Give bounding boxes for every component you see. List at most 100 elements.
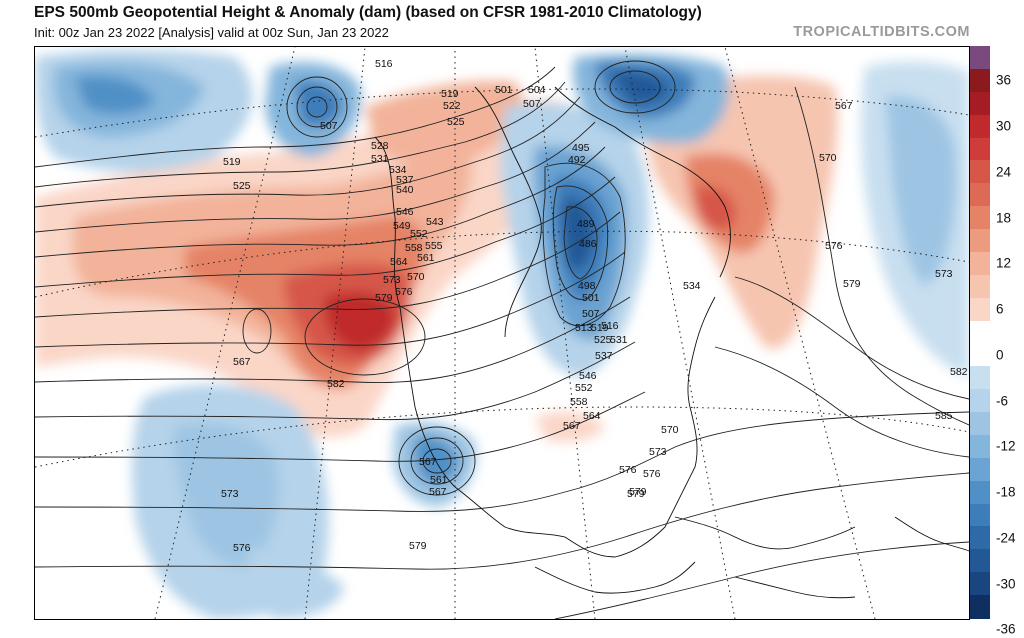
colorbar-tick-label: 12 xyxy=(996,255,1012,271)
contour-label: 525 xyxy=(233,180,251,192)
colorbar-segment xyxy=(970,480,990,505)
colorbar-segment xyxy=(970,251,990,276)
contour-label: 525 xyxy=(594,334,612,346)
colorbar-segment xyxy=(970,297,990,322)
contour-label: 486 xyxy=(579,238,597,250)
contour-label: 555 xyxy=(425,240,443,252)
contour-label: 534 xyxy=(389,164,407,176)
colorbar-tick-label: 6 xyxy=(996,301,1004,317)
contour-label: 576 xyxy=(619,464,637,476)
contour-label: 549 xyxy=(393,220,411,232)
contour-label: 495 xyxy=(572,142,590,154)
colorbar-segment xyxy=(970,526,990,550)
contour-label: 507 xyxy=(582,308,600,320)
colorbar-segment xyxy=(970,91,990,116)
contour-label: 567 xyxy=(835,100,853,112)
map-title: EPS 500mb Geopotential Height & Anomaly … xyxy=(34,4,702,21)
colorbar-segment xyxy=(970,206,990,230)
contour-label: 519 xyxy=(441,88,459,100)
contour-label: 561 xyxy=(417,252,435,264)
colorbar-segment xyxy=(970,595,990,619)
colorbar-tick-label: -24 xyxy=(996,530,1016,546)
contour-label: 546 xyxy=(396,206,414,218)
colorbar-segment xyxy=(970,366,990,390)
height-contours xyxy=(35,60,969,619)
contour-label: 576 xyxy=(233,542,251,554)
anomaly-shading xyxy=(35,49,969,619)
contour-label: 492 xyxy=(568,154,586,166)
colorbar-segment xyxy=(970,503,990,528)
header: EPS 500mb Geopotential Height & Anomaly … xyxy=(0,0,1024,46)
colorbar-tick-label: 30 xyxy=(996,118,1012,134)
contour-label: 507 xyxy=(523,98,541,110)
contour-label: 489 xyxy=(577,218,595,230)
colorbar-tick-label: -18 xyxy=(996,484,1016,500)
contour-label: 576 xyxy=(643,468,661,480)
contour-label: 567 xyxy=(429,486,447,498)
contour-label: 573 xyxy=(221,488,239,500)
contour-label: 552 xyxy=(410,228,428,240)
contour-label: 570 xyxy=(407,271,425,283)
contour-label: 504 xyxy=(528,84,546,96)
colorbar-segment xyxy=(970,114,990,139)
contour-label: 522 xyxy=(443,100,461,112)
contour-label: 519 xyxy=(591,322,609,334)
contour-label: 534 xyxy=(683,280,701,292)
map-subtitle: Init: 00z Jan 23 2022 [Analysis] valid a… xyxy=(34,25,389,40)
contour-label: 579 xyxy=(843,278,861,290)
brand-watermark: TROPICALTIDBITS.COM xyxy=(793,24,970,40)
contour-label: 531 xyxy=(371,153,389,165)
contour-label: 543 xyxy=(426,216,444,228)
contour-labels: 516 519 522 525 501 504 507 507 519 525 … xyxy=(221,58,968,554)
colorbar-segment xyxy=(970,183,990,207)
contour-label: 564 xyxy=(583,410,601,422)
contour-label: 573 xyxy=(383,274,401,286)
contour-label: 576 xyxy=(825,240,843,252)
colorbar-segment xyxy=(970,320,990,345)
contour-label: 552 xyxy=(575,382,593,394)
colorbar-segment xyxy=(970,343,990,367)
contour-label: 513 xyxy=(575,322,593,334)
contour-label: 537 xyxy=(595,350,613,362)
colorbar-tick-label: -12 xyxy=(996,438,1016,454)
contour-label: 579 xyxy=(409,540,427,552)
coastlines xyxy=(374,86,969,599)
contour-label: 579 xyxy=(629,486,647,498)
contour-label: 570 xyxy=(661,424,679,436)
height-anomaly-map: 516 519 522 525 501 504 507 507 519 525 … xyxy=(34,46,970,620)
colorbar-segment xyxy=(970,389,990,413)
contour-label: 567 xyxy=(419,456,437,468)
contour-label: 579 xyxy=(627,488,645,500)
contour-label: 540 xyxy=(396,184,414,196)
contour-label: 501 xyxy=(495,84,513,96)
contour-label: 516 xyxy=(601,320,619,332)
contour-label: 564 xyxy=(390,256,408,268)
colorbar-segment xyxy=(970,457,990,482)
colorbar-segment xyxy=(970,68,990,93)
contour-label: 531 xyxy=(610,334,628,346)
colorbar-tick-label: -30 xyxy=(996,576,1016,592)
contour-label: 573 xyxy=(649,446,667,458)
contour-label: 573 xyxy=(935,268,953,280)
contour-label: 567 xyxy=(233,356,251,368)
map-canvas: 516 519 522 525 501 504 507 507 519 525 … xyxy=(35,47,969,619)
contour-label: 546 xyxy=(579,370,597,382)
colorbar-tick-label: -6 xyxy=(996,393,1009,409)
colorbar-segment xyxy=(970,46,990,70)
contour-label: 576 xyxy=(395,286,413,298)
colorbar-tick-label: -36 xyxy=(996,621,1016,637)
contour-label: 516 xyxy=(375,58,393,70)
contour-label: 525 xyxy=(447,116,465,128)
contour-label: 582 xyxy=(950,366,968,378)
colorbar-tick-label: 24 xyxy=(996,164,1012,180)
contour-label: 570 xyxy=(819,152,837,164)
colorbar-segment xyxy=(970,412,990,436)
colorbar-segment xyxy=(970,549,990,573)
colorbar-tick-label: 18 xyxy=(996,210,1012,226)
contour-label: 498 xyxy=(578,280,596,292)
colorbar-tick-label: 0 xyxy=(996,347,1004,363)
contour-label: 561 xyxy=(430,474,448,486)
contour-label: 537 xyxy=(396,174,414,186)
contour-label: 558 xyxy=(570,396,588,408)
colorbar-segment xyxy=(970,137,990,161)
